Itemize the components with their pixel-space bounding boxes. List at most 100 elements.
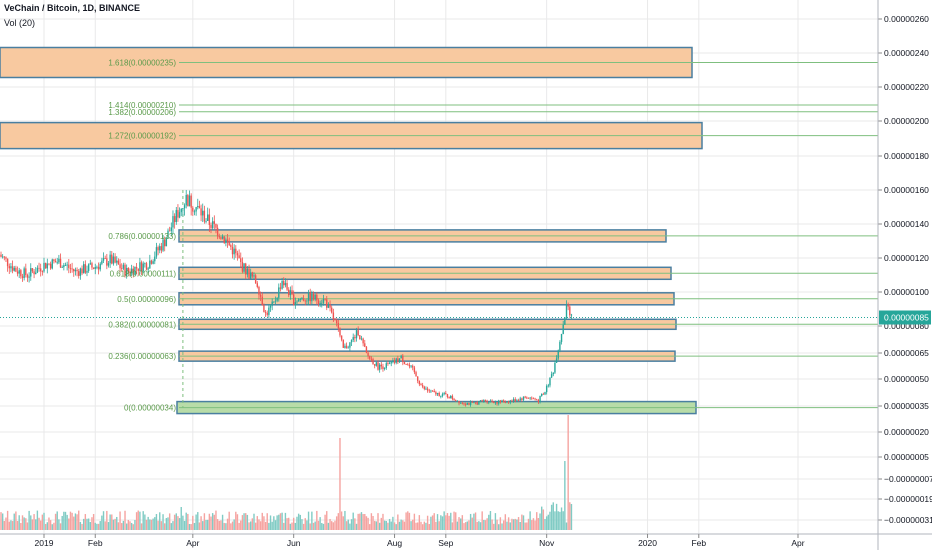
volume-bar (471, 517, 473, 530)
candle-body (382, 366, 384, 369)
candle-body (453, 399, 455, 401)
volume-bar (478, 521, 480, 530)
candle-body (352, 337, 354, 340)
volume-bar (501, 523, 503, 530)
volume-bar (243, 513, 245, 530)
candle-body (173, 216, 176, 223)
candle-body (514, 399, 516, 402)
price-tick-label: 0.00000050 (884, 374, 929, 384)
candle-body (25, 268, 27, 275)
candle-body (231, 246, 234, 255)
volume-bar (0, 512, 2, 530)
candle-body (416, 376, 419, 381)
volume-bar (238, 522, 240, 530)
candle-body (450, 395, 452, 399)
time-axis[interactable]: 2019 Feb Apr Jun Aug Sep Nov 2020 Feb Apr (0, 533, 932, 548)
candle-body (473, 402, 475, 404)
volume-bar (11, 521, 14, 530)
volume-bar (271, 521, 273, 530)
candle-body (392, 360, 394, 363)
volume-bar (499, 517, 502, 530)
candle-body (102, 258, 105, 261)
volume-bar (101, 515, 103, 530)
volume-bar (531, 520, 533, 530)
volume-bar (162, 514, 164, 530)
volume-bar (274, 520, 277, 530)
volume-bar (488, 514, 490, 530)
volume-bar (423, 521, 426, 530)
time-tick-label: 2019 (35, 538, 54, 548)
volume-bar (367, 517, 369, 530)
candle-body (235, 248, 237, 254)
volume-indicator-label[interactable]: Vol (20) (4, 18, 36, 28)
volume-bar (15, 511, 17, 530)
volume-bar (112, 519, 115, 530)
volume-bar (94, 522, 96, 530)
volume-bar (570, 504, 573, 530)
volume-bar (202, 521, 204, 530)
candle-body (63, 265, 65, 268)
price-tick-label: 0.00000200 (884, 116, 929, 126)
volume-bar (504, 514, 507, 530)
candle-body (565, 304, 568, 318)
candle-body (144, 263, 146, 265)
candle-body (545, 386, 548, 393)
volume-bar (335, 516, 338, 530)
candle-body (499, 400, 502, 403)
candle-body (82, 264, 85, 274)
volume-bar (408, 512, 411, 530)
candle-body (481, 400, 483, 402)
volume-bar (347, 519, 349, 530)
volume-bar (178, 518, 181, 530)
candle-body (43, 262, 45, 272)
candle-body (542, 393, 545, 395)
volume-bar (388, 518, 391, 530)
volume-bar (261, 512, 263, 530)
candle-body (96, 266, 98, 268)
volume-bar (206, 519, 209, 530)
candle-body (97, 266, 100, 270)
volume-bar (76, 514, 78, 530)
candle-body (301, 298, 303, 300)
candle-body (79, 268, 82, 276)
candle-body (496, 402, 498, 404)
candle-body (259, 294, 262, 297)
candle-body (187, 194, 189, 207)
volume-bar (159, 512, 161, 530)
candle-body (183, 205, 186, 209)
volume-bar (375, 521, 378, 530)
volume-bar (119, 511, 121, 530)
price-tick-label: 0.00000065 (884, 348, 929, 358)
volume-bar (517, 517, 520, 530)
candle-body (101, 260, 103, 264)
volume-bar (461, 515, 464, 530)
volume-bar (491, 519, 493, 530)
candle-body (192, 207, 194, 212)
volume-bar (248, 522, 250, 530)
candle-body (534, 398, 536, 400)
volume-bar (233, 519, 235, 530)
candle-body (86, 270, 88, 273)
candle-body (400, 355, 402, 359)
candle-body (426, 388, 429, 391)
candle-body (114, 256, 116, 263)
volume-bar (317, 520, 320, 530)
volume-bar (130, 522, 133, 530)
candle-body (519, 398, 521, 401)
volume-bar (129, 521, 131, 530)
candle-body (369, 355, 371, 359)
candle-body (397, 358, 399, 363)
time-tick-label: Feb (88, 538, 103, 548)
price-axis[interactable]: 0.00000260 0.00000240 0.00000220 0.00000200… (877, 0, 932, 550)
volume-bar (230, 523, 232, 530)
volume-bar (6, 510, 9, 530)
volume-bar (124, 510, 126, 530)
volume-bar (273, 516, 275, 530)
volume-bar (210, 516, 212, 530)
candle-body (8, 266, 10, 269)
volume-bar (355, 523, 358, 530)
candle-body (342, 339, 344, 348)
volume-bar (365, 516, 368, 530)
candle-body (26, 274, 29, 278)
